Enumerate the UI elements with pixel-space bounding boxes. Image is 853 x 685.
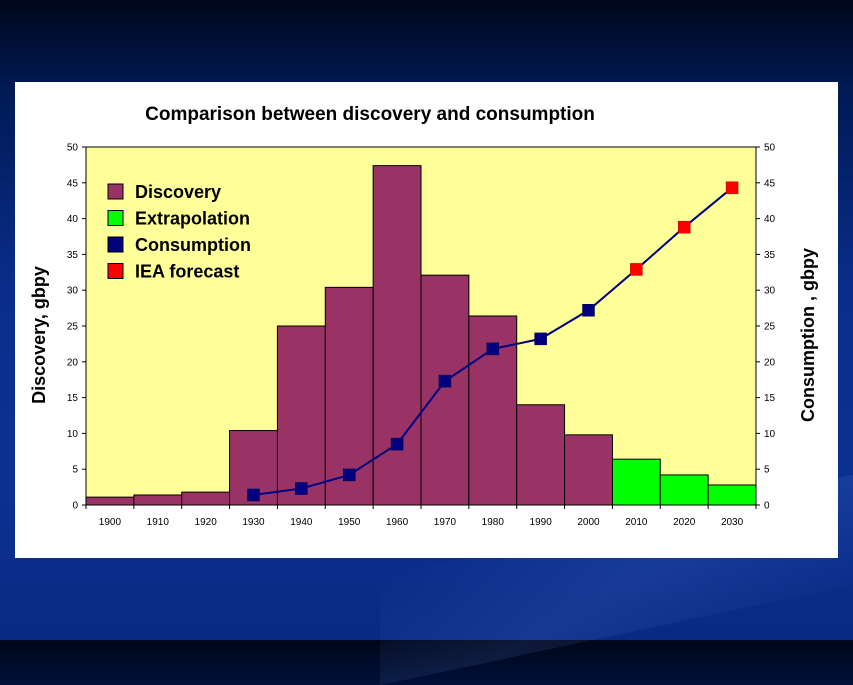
left-tick-label: 30 — [67, 286, 79, 297]
right-tick-label: 40 — [764, 214, 776, 225]
marker-iea-forecast-2030 — [725, 181, 739, 195]
legend-label-iea-forecast: IEA forecast — [135, 262, 239, 282]
right-tick-label: 0 — [764, 501, 770, 512]
bar-extrapolation-2010 — [611, 458, 661, 506]
marker-consumption-1960 — [390, 437, 404, 451]
right-tick-label: 15 — [764, 393, 776, 404]
left-tick-label: 5 — [72, 465, 78, 476]
chart: Comparison between discovery and consump… — [29, 104, 818, 529]
x-tick-label-2010: 2010 — [625, 517, 648, 528]
bar-discovery-1950 — [324, 286, 374, 506]
right-tick-label: 10 — [764, 429, 776, 440]
chart-card: Comparison between discovery and consump… — [15, 82, 838, 558]
bar-discovery-1910 — [133, 494, 183, 506]
right-tick-label: 35 — [764, 250, 776, 261]
x-tick-label-1900: 1900 — [99, 517, 122, 528]
left-tick-label: 0 — [72, 501, 78, 512]
left-tick-label: 10 — [67, 429, 79, 440]
left-tick-label: 40 — [67, 214, 79, 225]
x-tick-label-2030: 2030 — [721, 517, 744, 528]
right-tick-label: 20 — [764, 357, 776, 368]
bar-discovery-1970 — [420, 274, 470, 506]
right-tick-label: 30 — [764, 286, 776, 297]
right-tick-label: 5 — [764, 465, 770, 476]
legend-swatch-discovery — [107, 183, 124, 200]
x-tick-label-1950: 1950 — [338, 517, 361, 528]
legend-label-discovery: Discovery — [135, 182, 221, 202]
x-tick-label-1970: 1970 — [434, 517, 457, 528]
left-tick-label: 50 — [67, 143, 79, 154]
x-tick-label-1940: 1940 — [290, 517, 313, 528]
marker-consumption-1940 — [295, 482, 308, 495]
x-tick-label-1910: 1910 — [147, 517, 170, 528]
x-tick-label-1920: 1920 — [195, 517, 218, 528]
x-tick-label-2020: 2020 — [673, 517, 696, 528]
chart-title: Comparison between discovery and consump… — [145, 104, 595, 125]
right-tick-label: 50 — [764, 143, 776, 154]
left-tick-label: 20 — [67, 357, 79, 368]
x-tick-label-1960: 1960 — [386, 517, 409, 528]
bar-discovery-1940 — [276, 325, 326, 506]
marker-consumption-1980 — [486, 342, 500, 356]
bar-extrapolation-2030 — [707, 484, 757, 506]
marker-consumption-2000 — [582, 303, 595, 317]
right-tick-label: 25 — [764, 322, 776, 333]
marker-iea-forecast-2020 — [677, 220, 691, 234]
marker-consumption-1950 — [342, 468, 356, 482]
marker-iea-forecast-2010 — [630, 263, 643, 276]
marker-consumption-1930 — [247, 488, 260, 502]
left-tick-label: 35 — [67, 250, 79, 261]
left-axis-title: Discovery, gbpy — [29, 266, 49, 404]
legend-swatch-extrapolation — [107, 210, 124, 226]
bar-discovery-1990 — [516, 404, 566, 506]
x-tick-label-1990: 1990 — [530, 517, 553, 528]
bar-discovery-2000 — [564, 434, 613, 506]
marker-consumption-1970 — [438, 374, 452, 388]
bar-discovery-1920 — [181, 491, 231, 506]
marker-consumption-1990 — [534, 332, 547, 346]
x-tick-label-2000: 2000 — [577, 517, 600, 528]
legend-swatch-consumption — [107, 236, 124, 253]
left-tick-label: 25 — [67, 322, 79, 333]
bar-discovery-1900 — [85, 496, 135, 506]
x-tick-label-1980: 1980 — [482, 517, 505, 528]
x-tick-label-1930: 1930 — [242, 517, 265, 528]
left-tick-label: 15 — [67, 393, 79, 404]
left-tick-label: 45 — [67, 178, 79, 189]
legend-label-extrapolation: Extrapolation — [135, 209, 250, 229]
right-tick-label: 45 — [764, 178, 776, 189]
bar-extrapolation-2020 — [659, 474, 709, 506]
right-axis-title: Consumption , gbpy — [798, 248, 818, 422]
legend-swatch-iea-forecast — [107, 263, 124, 279]
legend-label-consumption: Consumption — [135, 235, 251, 255]
